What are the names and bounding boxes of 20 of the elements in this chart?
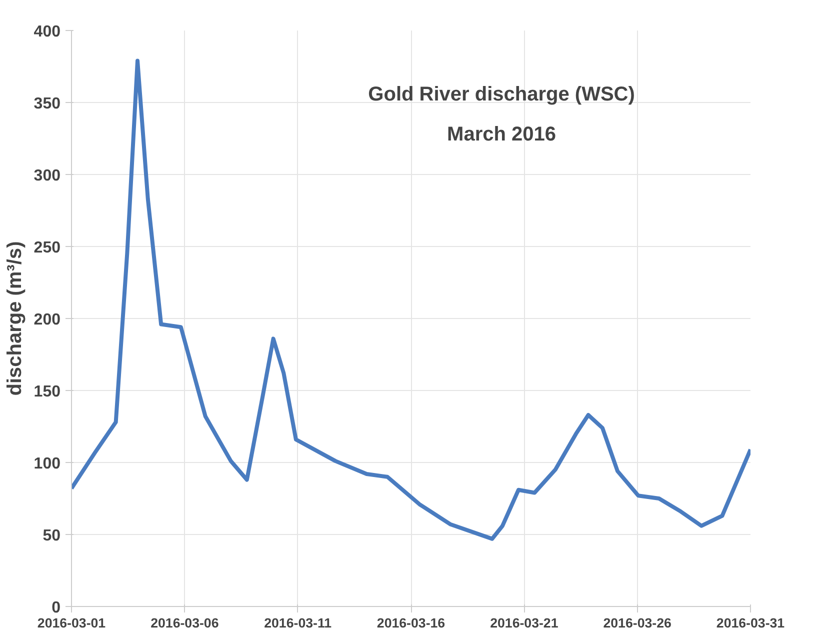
y-tick-label: 100 [34,456,61,472]
y-tick-label: 350 [34,96,61,112]
x-tick-label: 2016-03-01 [37,616,106,630]
y-tick-label: 50 [42,528,61,544]
x-tick-label: 2016-03-31 [716,616,786,630]
text: March 2016 [447,124,556,146]
line-series [72,58,750,541]
x-tick-label: 2016-03-11 [264,616,332,630]
y-tick-label: 250 [34,240,61,256]
y-tick-label: 300 [34,168,61,184]
x-tick-label: 2016-03-06 [150,616,219,630]
y-tick-label: 400 [34,24,61,40]
x-tick-label: 2016-03-26 [603,616,672,630]
y-tick-label: 150 [34,384,61,400]
x-tick-label: 2016-03-21 [490,616,559,630]
y-tick-label: 200 [34,312,61,328]
x-tick-label: 2016-03-16 [376,616,446,630]
text: Gold River discharge (WSC) [368,83,635,106]
y-tick-label: 0 [52,600,61,616]
y-axis-title: discharge (m³/s) [4,241,26,396]
